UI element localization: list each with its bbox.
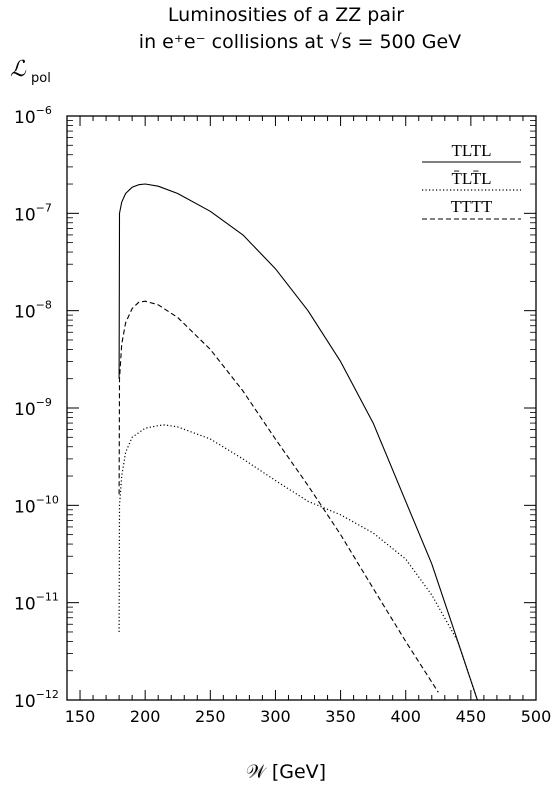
x-tick-label: 300 <box>260 707 291 726</box>
chart-title-line2: in e⁺e⁻ collisions at √s = 500 GeV <box>139 31 461 53</box>
x-tick-label: 350 <box>325 707 356 726</box>
x-tick-label: 400 <box>390 707 421 726</box>
series-line-2 <box>118 424 478 701</box>
y-axis-label: ℒ pol <box>10 56 51 86</box>
legend-label-3: TTTT <box>451 197 493 216</box>
x-axis-label: 𝒲 [GeV] <box>246 761 326 783</box>
chart-title-line1: Luminosities of a ZZ pair <box>168 4 404 26</box>
y-tick-label: 10−9 <box>14 396 52 420</box>
x-tick-label: 250 <box>195 707 226 726</box>
legend-label-1: TLTL <box>452 141 492 160</box>
legend-label-2: T̄LT̄L <box>452 169 492 188</box>
x-tick-label: 150 <box>65 707 96 726</box>
y-tick-label: 10−10 <box>14 493 59 517</box>
y-tick-label: 10−11 <box>14 591 59 615</box>
y-axis-label-sub: pol <box>31 71 51 86</box>
y-tick-label: 10−6 <box>14 104 52 128</box>
y-tick-label: 10−7 <box>14 201 52 225</box>
x-tick-label: 500 <box>521 707 552 726</box>
series-line-1 <box>118 183 510 701</box>
y-tick-label: 10−12 <box>14 688 59 712</box>
series-line-3 <box>118 300 439 693</box>
x-tick-label: 450 <box>456 707 487 726</box>
y-tick-label: 10−8 <box>14 299 52 323</box>
y-axis-label-main: ℒ <box>10 56 27 81</box>
x-tick-label: 200 <box>130 707 161 726</box>
